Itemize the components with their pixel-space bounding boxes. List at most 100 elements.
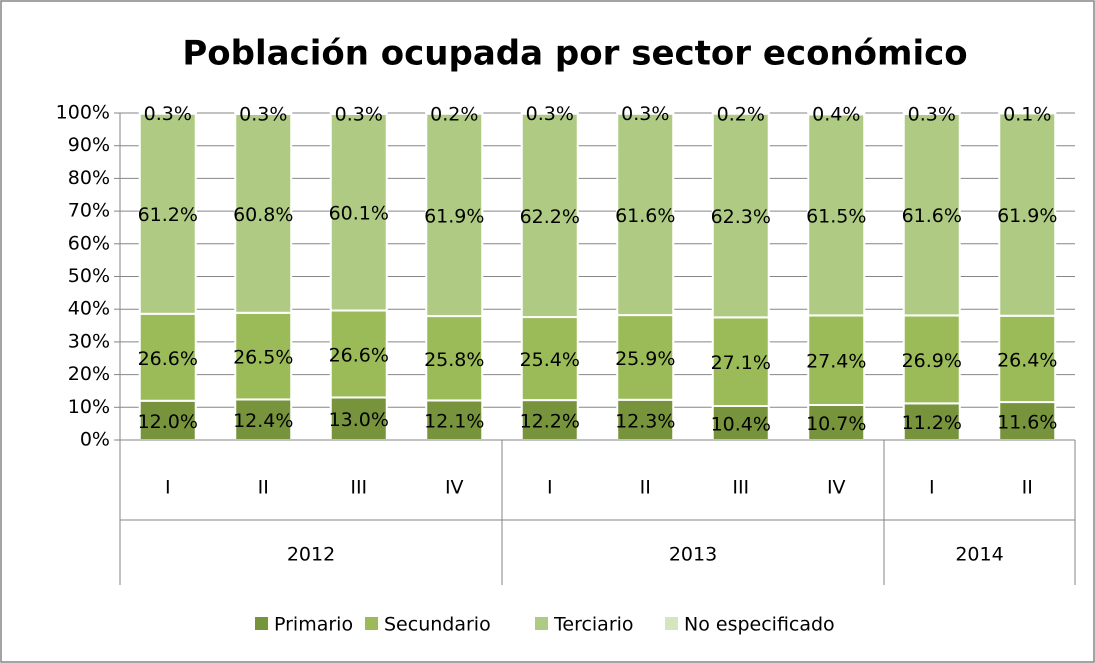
data-label: 13.0% xyxy=(329,409,389,431)
y-tick-label: 100% xyxy=(56,102,110,124)
bar-segment xyxy=(807,112,866,116)
bar-segment xyxy=(616,111,675,115)
bar-segment xyxy=(616,112,675,317)
group-label: 2013 xyxy=(669,544,717,566)
data-label: 27.4% xyxy=(806,351,866,373)
data-label: 26.5% xyxy=(233,347,293,369)
x-tick-label: I xyxy=(547,477,553,499)
x-tick-label: IV xyxy=(827,477,846,499)
x-tick-label: I xyxy=(165,477,171,499)
x-tick-label: I xyxy=(929,477,935,499)
bar-segment xyxy=(902,112,961,115)
y-tick-label: 90% xyxy=(68,134,110,156)
legend-swatch xyxy=(255,617,268,630)
bar-segment xyxy=(807,314,866,407)
data-label: 61.2% xyxy=(138,204,198,226)
data-label: 27.1% xyxy=(711,352,771,374)
data-label: 0.3% xyxy=(621,103,669,125)
bar-segment xyxy=(902,112,961,317)
bar-segment xyxy=(234,112,293,314)
x-tick-label: II xyxy=(1022,477,1033,499)
data-label: 0.1% xyxy=(1003,104,1051,126)
data-label: 26.9% xyxy=(902,350,962,372)
data-label: 61.6% xyxy=(902,205,962,227)
legend-swatch xyxy=(535,617,548,630)
data-label: 12.1% xyxy=(424,411,484,433)
data-label: 11.2% xyxy=(902,412,962,434)
y-tick-label: 60% xyxy=(68,232,110,254)
bar-segment xyxy=(425,315,484,402)
data-label: 0.4% xyxy=(812,104,860,126)
data-label: 0.3% xyxy=(908,104,956,126)
bar-segment xyxy=(425,399,484,442)
data-label: 0.2% xyxy=(717,104,765,126)
bar-segment xyxy=(138,112,197,315)
data-label: 0.2% xyxy=(430,104,478,126)
bar-segment xyxy=(425,112,484,115)
chart-title: Población ocupada por sector económico xyxy=(182,34,967,74)
data-label: 10.7% xyxy=(806,413,866,435)
bar-segment xyxy=(138,312,197,402)
data-label: 62.3% xyxy=(711,206,771,228)
legend-swatch xyxy=(365,617,378,630)
y-tick-label: 70% xyxy=(68,200,110,222)
y-tick-label: 40% xyxy=(68,298,110,320)
data-label: 12.0% xyxy=(138,411,198,433)
legend-label: Primario xyxy=(274,614,353,636)
data-label: 61.9% xyxy=(997,205,1057,227)
legend-label: Secundario xyxy=(384,614,491,636)
bar-segment xyxy=(425,112,484,318)
group-label: 2012 xyxy=(287,544,335,566)
data-label: 12.3% xyxy=(615,410,675,432)
y-tick-label: 50% xyxy=(68,265,110,287)
data-label: 11.6% xyxy=(997,412,1057,434)
data-label: 10.4% xyxy=(711,413,771,435)
data-label: 12.4% xyxy=(233,410,293,432)
bar-segment xyxy=(520,316,579,402)
bar-segment xyxy=(234,112,293,115)
bar-segment xyxy=(711,112,770,115)
legend-label: No especificado xyxy=(684,614,835,636)
data-label: 26.6% xyxy=(329,344,389,366)
legend-label: Terciario xyxy=(553,614,634,636)
data-label: 61.9% xyxy=(424,205,484,227)
data-label: 0.3% xyxy=(335,104,383,126)
data-label: 25.9% xyxy=(615,348,675,370)
bar-segment xyxy=(234,311,293,401)
data-label: 62.2% xyxy=(520,206,580,228)
data-label: 25.4% xyxy=(520,349,580,371)
x-tick-label: II xyxy=(258,477,269,499)
legend-swatch xyxy=(665,617,678,630)
x-tick-label: III xyxy=(732,477,749,499)
data-label: 26.6% xyxy=(138,348,198,370)
data-label: 61.5% xyxy=(806,205,866,227)
y-tick-label: 30% xyxy=(68,330,110,352)
group-label: 2014 xyxy=(955,544,1003,566)
bar-segment xyxy=(711,112,770,319)
data-label: 60.8% xyxy=(233,204,293,226)
bar-segment xyxy=(998,314,1057,404)
data-label: 12.2% xyxy=(520,411,580,433)
y-tick-label: 10% xyxy=(68,396,110,418)
bar-segment xyxy=(902,314,961,405)
bar-segment xyxy=(329,112,388,312)
data-label: 0.3% xyxy=(526,103,574,125)
data-label: 26.4% xyxy=(997,349,1057,371)
bar-segment xyxy=(329,112,388,115)
data-label: 60.1% xyxy=(329,203,389,225)
data-label: 0.3% xyxy=(239,104,287,126)
x-tick-label: IV xyxy=(445,477,464,499)
bar-segment xyxy=(520,111,579,115)
x-tick-label: II xyxy=(640,477,651,499)
data-label: 25.8% xyxy=(424,349,484,371)
bar-segment xyxy=(138,111,197,115)
bar-segment xyxy=(329,396,388,441)
y-tick-label: 20% xyxy=(68,363,110,385)
bar-segment xyxy=(998,112,1057,317)
x-tick-label: III xyxy=(350,477,367,499)
y-tick-label: 0% xyxy=(80,429,110,451)
data-label: 61.6% xyxy=(615,205,675,227)
bar-segment xyxy=(520,112,579,319)
y-tick-label: 80% xyxy=(68,167,110,189)
